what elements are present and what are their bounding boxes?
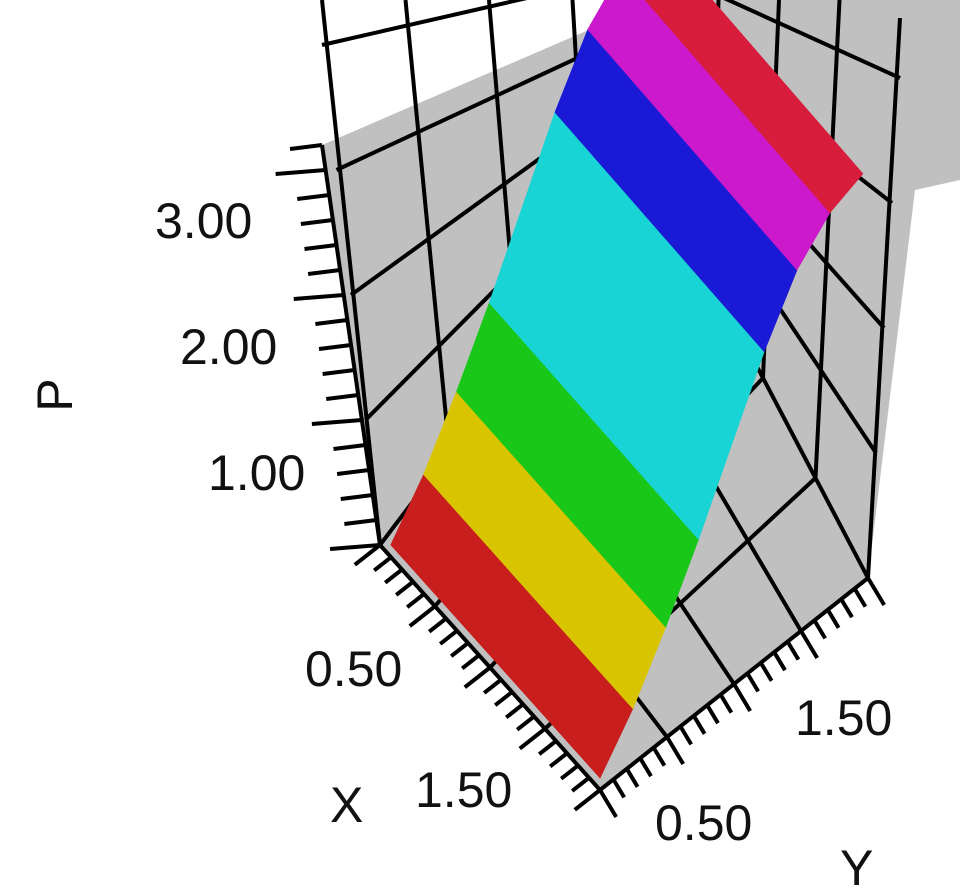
x-tick-mark: [372, 555, 393, 573]
z-tick-mark: [344, 518, 377, 526]
y-tick-mark: [785, 640, 801, 661]
y-tick-mark: [611, 778, 626, 799]
z-axis-label: P: [27, 378, 83, 411]
y-tick-mark: [732, 682, 752, 713]
x-tick-mark: [383, 567, 404, 585]
y-tick-mark: [638, 757, 653, 778]
back-right-horizontal-grid: [723, 0, 901, 80]
x-tick-mark: [570, 776, 591, 793]
x-tick-mark: [537, 739, 558, 756]
x-tick-mark: [449, 641, 470, 658]
x-tick-label-2: 1.50: [415, 762, 512, 818]
z-tick-mark: [326, 393, 359, 401]
x-tick-mark: [482, 678, 503, 695]
z-tick-mark: [275, 168, 326, 176]
z-tick-mark: [318, 343, 352, 351]
x-tick-mark: [504, 702, 525, 720]
z-tick-label-2: 2.00: [180, 319, 277, 375]
x-tick-mark: [518, 727, 547, 751]
x-tick-mark: [548, 751, 569, 769]
y-tick-mark: [826, 608, 841, 629]
back-right-vertical-grid: [813, 0, 842, 479]
x-tick-mark: [405, 592, 426, 609]
back-left-vertical-grid: [403, 0, 452, 454]
z-tick-mark: [311, 418, 363, 426]
x-tick-mark: [394, 580, 415, 597]
y-tick-mark: [759, 661, 774, 682]
z-tick-mark: [307, 268, 341, 276]
y-axis-label: Y: [840, 840, 873, 895]
y-tick-mark: [839, 598, 854, 619]
y-tick-mark: [852, 587, 868, 608]
y-tick-mark: [718, 693, 734, 714]
z-tick-mark: [322, 368, 355, 376]
z-tick-mark: [336, 468, 370, 476]
y-tick-mark: [651, 746, 667, 767]
z-tick-mark: [315, 318, 348, 326]
z-tick-mark: [304, 243, 337, 251]
z-tick-label-1: 1.00: [208, 445, 305, 501]
x-tick-mark: [427, 616, 448, 634]
x-tick-mark: [463, 665, 492, 689]
back-right-vertical-grid: [866, 17, 902, 579]
y-tick-mark: [625, 767, 640, 788]
y-tick-mark: [598, 788, 618, 819]
x-tick-mark: [515, 714, 536, 732]
x-tick-mark: [408, 604, 437, 628]
y-tick-mark: [866, 576, 886, 607]
surface-mesh: [390, 0, 864, 779]
tick-marks: [275, 143, 886, 819]
x-tick-mark: [573, 788, 602, 812]
y-tick-mark: [772, 651, 787, 672]
z-tick-mark: [329, 543, 381, 551]
z-tick-mark: [289, 143, 323, 151]
x-axis-label: X: [330, 777, 363, 833]
y-tick-mark: [705, 704, 720, 725]
z-tick-label-3: 3.00: [155, 193, 252, 249]
z-tick-mark: [333, 443, 366, 451]
z-tick-mark: [300, 218, 334, 226]
x-tick-label-1: 0.50: [305, 641, 402, 697]
back-left-vertical-grid: [320, 0, 382, 546]
z-tick-mark: [293, 293, 344, 301]
z-tick-mark: [340, 493, 373, 501]
y-tick-mark: [678, 725, 693, 746]
y-tick-mark: [692, 714, 707, 735]
x-tick-mark: [493, 690, 514, 707]
y-tick-mark: [665, 735, 685, 766]
y-tick-label-1: 0.50: [655, 795, 752, 851]
back-left-horizontal-grid: [321, 0, 528, 47]
surface-strip: [644, 0, 864, 214]
x-tick-mark: [460, 653, 481, 671]
y-tick-mark: [812, 619, 827, 640]
x-tick-mark: [559, 763, 580, 781]
y-tick-mark: [745, 672, 760, 693]
z-tick-mark: [297, 193, 330, 201]
y-tick-label-2: 1.50: [795, 690, 892, 746]
x-tick-mark: [438, 629, 459, 646]
x-tick-mark: [353, 543, 382, 567]
y-tick-mark: [799, 629, 819, 660]
